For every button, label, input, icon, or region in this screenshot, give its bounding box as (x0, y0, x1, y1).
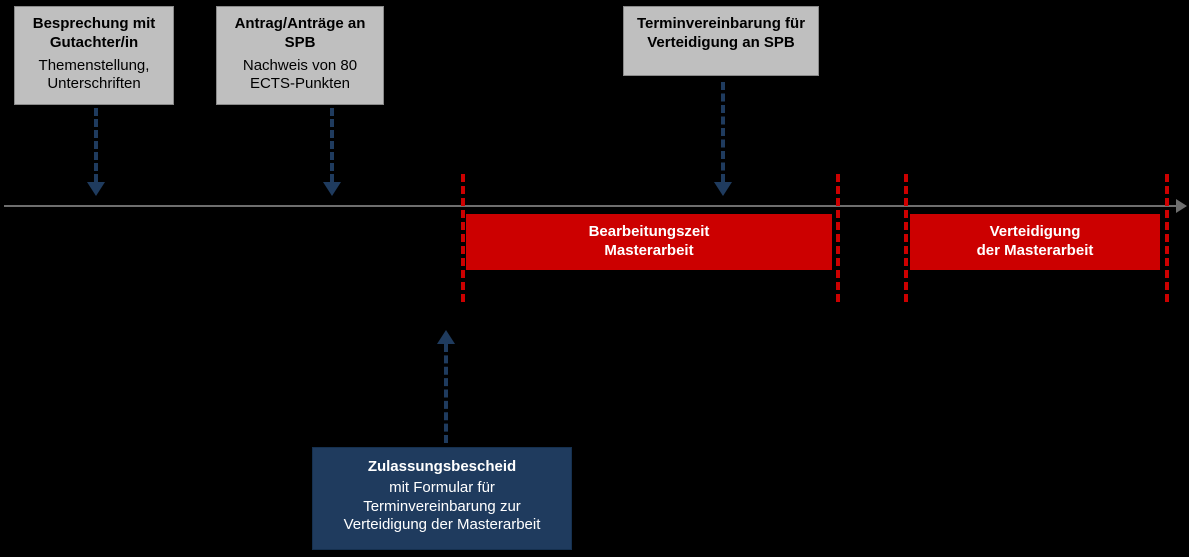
phase-bar-line1: Bearbeitungszeit (589, 223, 710, 242)
phase-bar-bearbeitungszeit: Bearbeitungszeit Masterarbeit (466, 214, 832, 270)
arrow-besprechung-head (87, 182, 105, 196)
timeline-marker (461, 174, 465, 302)
step-title: Antrag/Anträge an SPB (225, 15, 375, 53)
step-title: Terminvereinbarung für Verteidigung an S… (632, 15, 810, 53)
arrow-termin-shaft (721, 82, 725, 182)
arrow-antrag-shaft (330, 108, 334, 182)
phase-bar-line2: Masterarbeit (604, 242, 693, 261)
arrow-zulassung-head (437, 330, 455, 344)
step-box-besprechung: Besprechung mit Gutachter/in Themenstell… (14, 6, 174, 105)
phase-bar-verteidigung: Verteidigung der Masterarbeit (910, 214, 1160, 270)
timeline-line (4, 205, 1178, 207)
phase-bar-line1: Verteidigung (990, 223, 1081, 242)
step-subtitle: Nachweis von 80 ECTS-Punkten (225, 57, 375, 95)
step-title: Besprechung mit Gutachter/in (23, 15, 165, 53)
timeline-marker (1165, 174, 1169, 302)
timeline-marker (904, 174, 908, 302)
diagram-stage: Bearbeitungszeit Masterarbeit Verteidigu… (0, 0, 1189, 557)
arrow-antrag-head (323, 182, 341, 196)
step-box-terminvereinbarung: Terminvereinbarung für Verteidigung an S… (623, 6, 819, 76)
arrow-zulassung-shaft (444, 344, 448, 443)
timeline-marker (836, 174, 840, 302)
step-box-antrag: Antrag/Anträge an SPB Nachweis von 80 EC… (216, 6, 384, 105)
timeline-arrowhead-icon (1176, 199, 1187, 213)
step-subtitle: Themenstellung, Unterschriften (23, 57, 165, 95)
step-title: Zulassungsbescheid (325, 458, 559, 477)
step-subtitle: mit Formular für Terminvereinbarung zur … (325, 479, 559, 535)
phase-bar-line2: der Masterarbeit (977, 242, 1094, 261)
arrow-termin-head (714, 182, 732, 196)
arrow-besprechung-shaft (94, 108, 98, 182)
step-box-zulassungsbescheid: Zulassungsbescheid mit Formular für Term… (312, 447, 572, 550)
